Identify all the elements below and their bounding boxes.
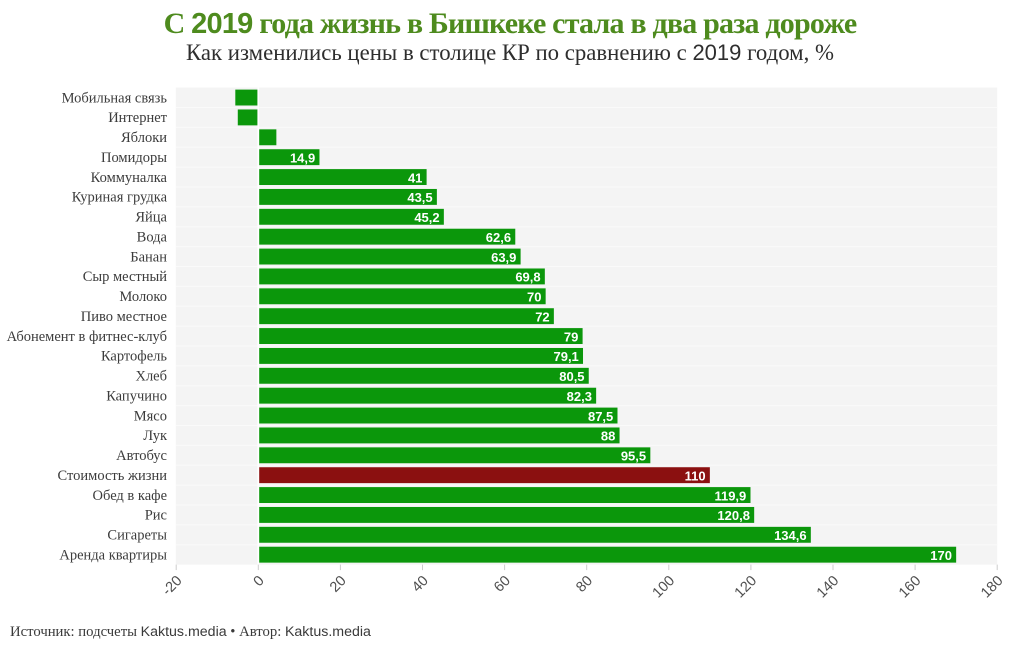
svg-text:69,8: 69,8 (515, 270, 540, 285)
svg-text:Интернет: Интернет (108, 110, 167, 126)
svg-text:Пиво местное: Пиво местное (81, 309, 167, 325)
svg-text:80,5: 80,5 (559, 369, 584, 384)
svg-text:Яйца: Яйца (135, 210, 167, 226)
svg-text:Банан: Банан (130, 249, 167, 265)
svg-text:Мясо: Мясо (134, 408, 167, 424)
svg-text:Коммуналка: Коммуналка (91, 170, 168, 186)
svg-text:Картофель: Картофель (101, 349, 167, 365)
svg-text:Аренда квартиры: Аренда квартиры (59, 547, 167, 563)
svg-text:72: 72 (535, 309, 549, 324)
svg-text:Автобус: Автобус (116, 448, 167, 464)
svg-text:170: 170 (930, 548, 952, 563)
svg-text:82,3: 82,3 (567, 389, 592, 404)
svg-text:Абонемент в фитнес-клуб: Абонемент в фитнес-клуб (7, 329, 167, 345)
svg-text:79,1: 79,1 (553, 349, 578, 364)
svg-text:120,8: 120,8 (717, 508, 750, 523)
svg-text:Яблоки: Яблоки (121, 130, 167, 146)
svg-text:Куриная грудка: Куриная грудка (72, 190, 168, 206)
svg-text:62,6: 62,6 (486, 230, 511, 245)
svg-text:119,9: 119,9 (714, 488, 746, 503)
svg-text:87,5: 87,5 (588, 409, 613, 424)
svg-text:45,2: 45,2 (414, 210, 439, 225)
svg-text:Помидоры: Помидоры (101, 150, 167, 166)
svg-text:70: 70 (527, 290, 541, 305)
svg-text:Сыр местный: Сыр местный (83, 269, 168, 285)
svg-text:Молоко: Молоко (119, 289, 167, 305)
svg-text:63,9: 63,9 (491, 250, 516, 265)
svg-text:95,5: 95,5 (621, 449, 646, 464)
svg-text:Хлеб: Хлеб (135, 369, 167, 385)
svg-text:41: 41 (408, 170, 422, 185)
svg-text:Мобильная связь: Мобильная связь (62, 90, 168, 106)
svg-text:Лук: Лук (143, 428, 168, 444)
svg-text:14,9: 14,9 (290, 150, 315, 165)
svg-text:43,5: 43,5 (407, 190, 432, 205)
svg-text:79: 79 (564, 329, 578, 344)
svg-text:Стоимость жизни: Стоимость жизни (58, 468, 168, 484)
svg-text:Вода: Вода (137, 229, 168, 245)
svg-text:134,6: 134,6 (774, 528, 807, 543)
svg-text:88: 88 (601, 429, 615, 444)
svg-text:Сигареты: Сигареты (107, 528, 167, 544)
svg-text:Обед в кафе: Обед в кафе (93, 488, 167, 504)
svg-text:Капучино: Капучино (106, 388, 167, 404)
svg-text:110: 110 (685, 468, 706, 483)
svg-text:Рис: Рис (145, 508, 167, 524)
